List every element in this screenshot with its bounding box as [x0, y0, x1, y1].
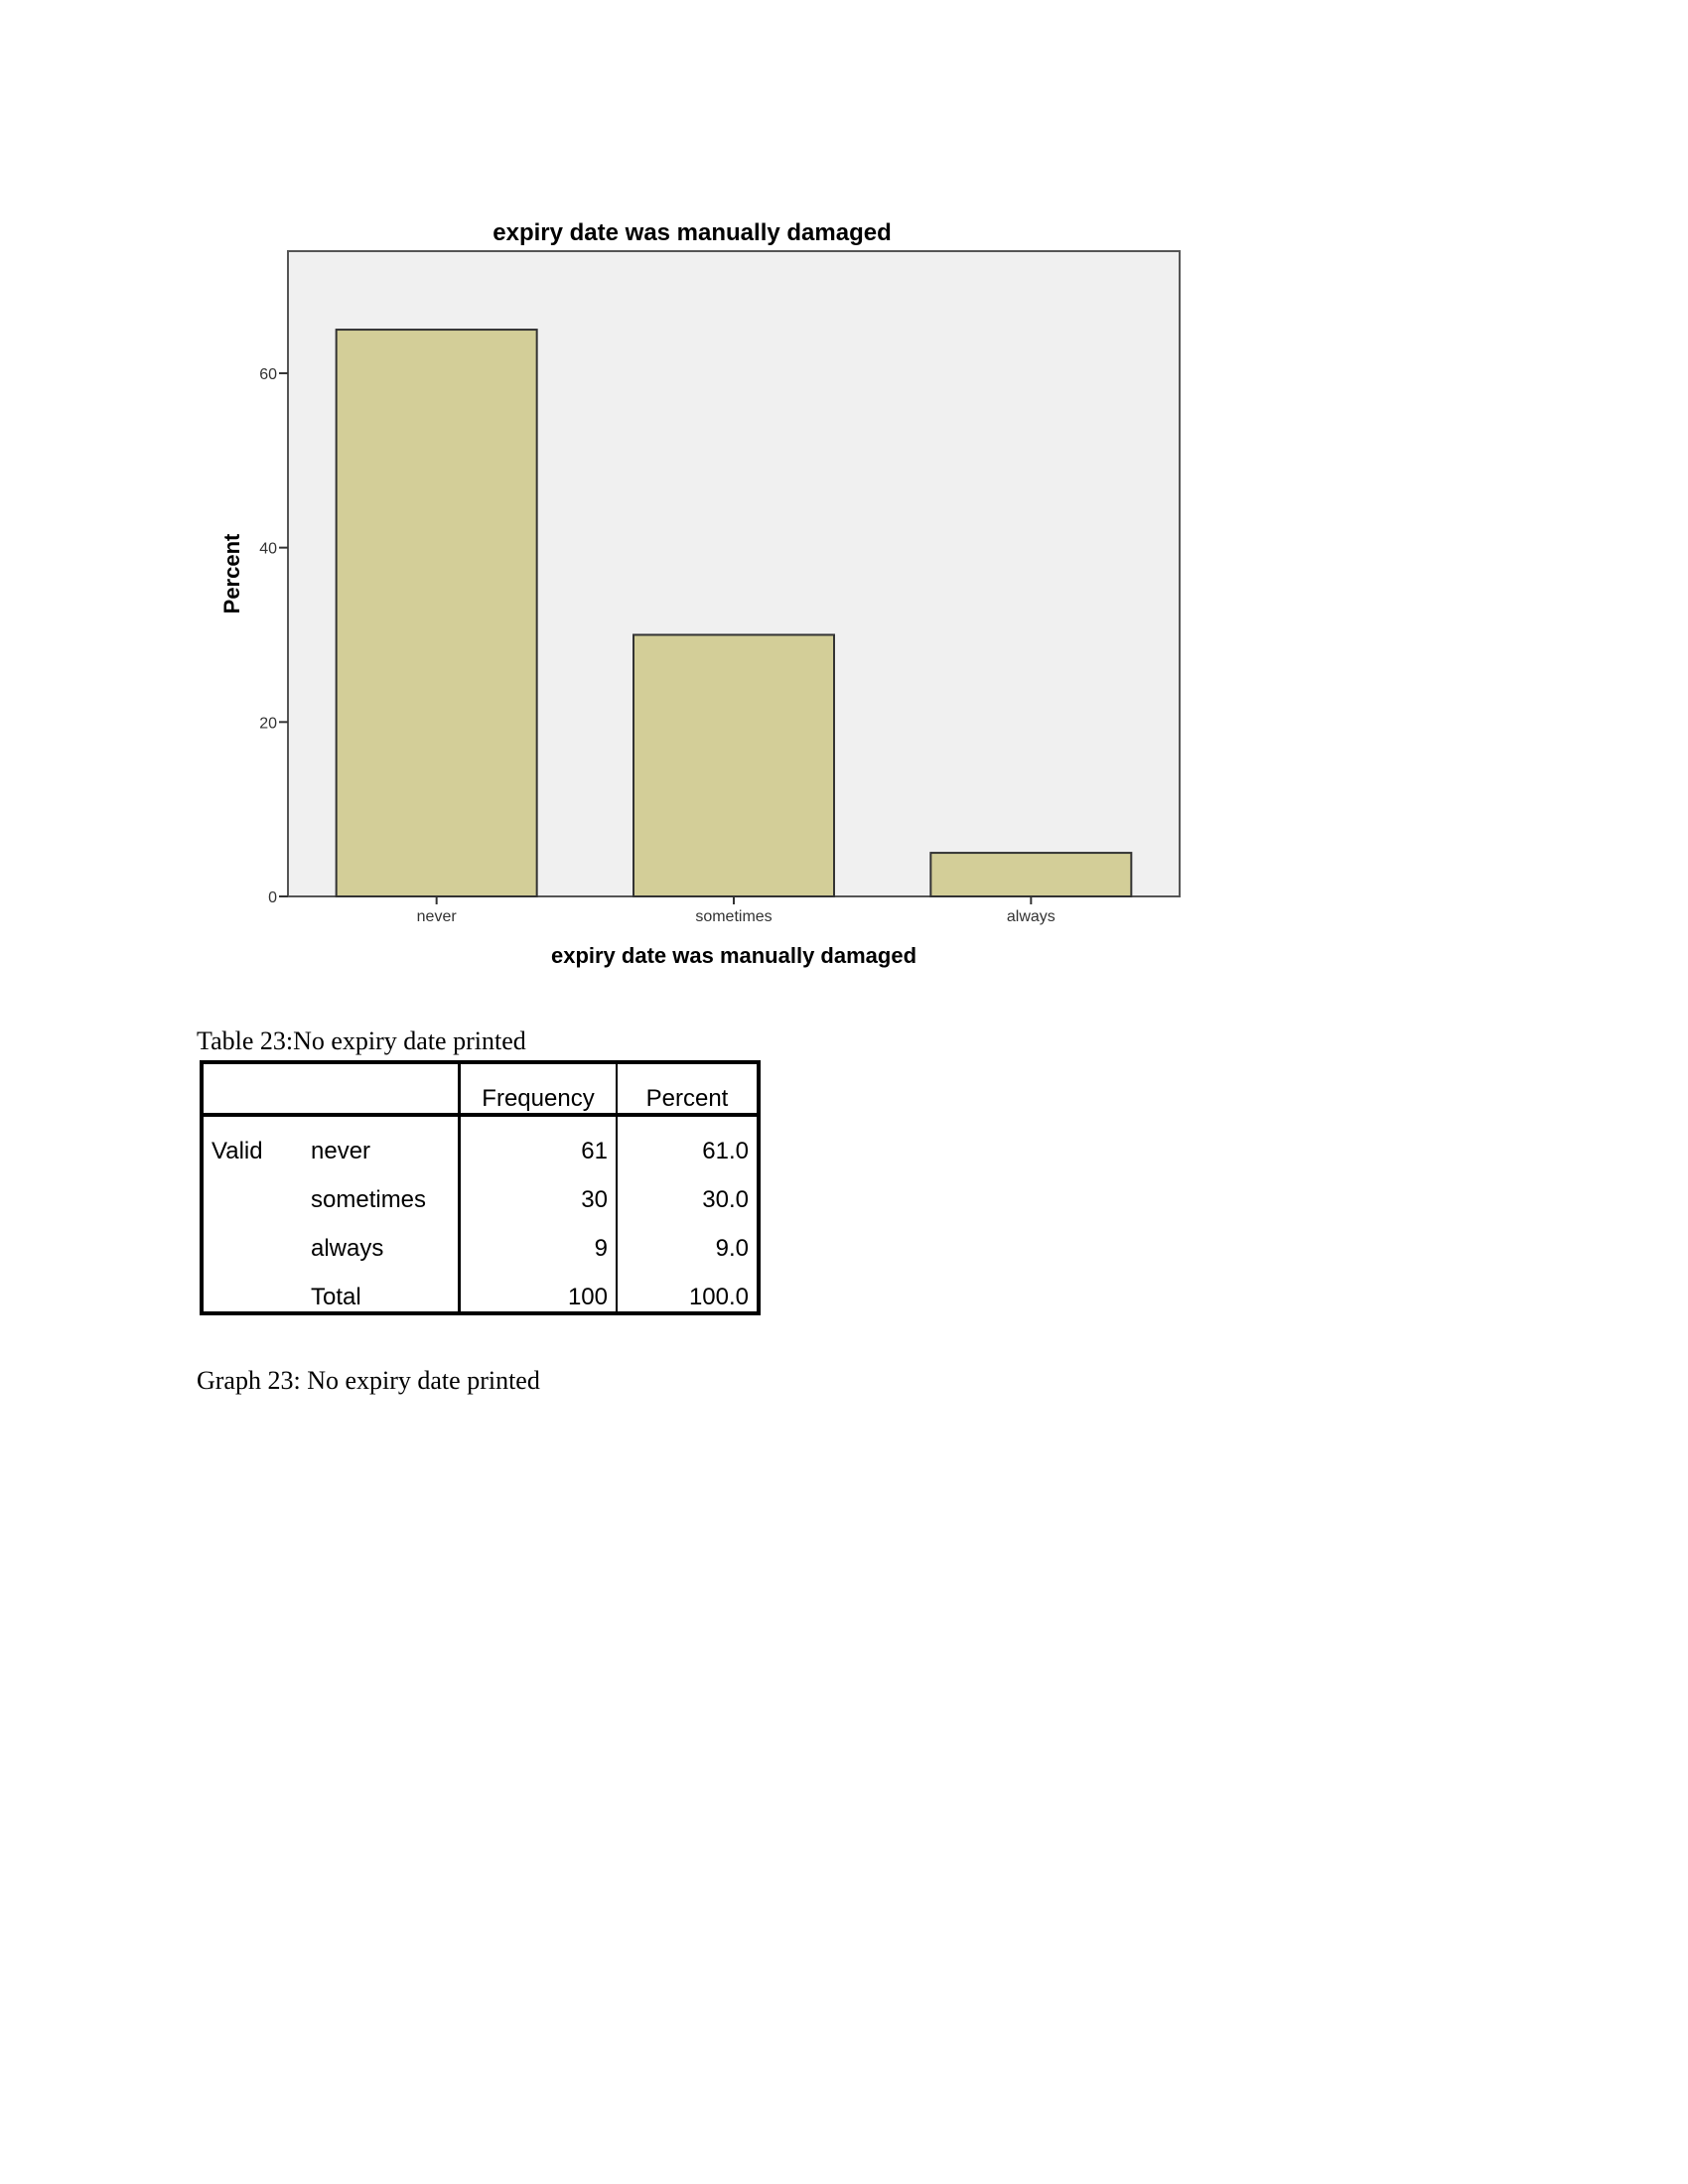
percent-cell: 9.0	[715, 1235, 749, 1262]
x-tick-label: never	[417, 908, 458, 925]
header-frequency: Frequency	[459, 1062, 618, 1115]
bar-sometimes	[633, 633, 835, 898]
row-label: always	[303, 1214, 461, 1263]
percent-cell: 30.0	[702, 1186, 749, 1213]
percent-cell: 61.0	[702, 1138, 749, 1164]
table-row: always 9 9.0	[202, 1214, 759, 1263]
frequency-cell: 9	[459, 1214, 618, 1263]
chart-title: expiry date was manually damaged	[492, 219, 892, 246]
row-label: never	[303, 1115, 461, 1165]
group-label: Valid	[211, 1138, 263, 1164]
bar-always	[929, 852, 1133, 897]
row-label: Total	[303, 1263, 461, 1313]
graph-caption: Graph 23: No expiry date printed	[197, 1366, 540, 1395]
y-axis-label: Percent	[219, 533, 244, 614]
frequency-cell: 61	[459, 1115, 618, 1165]
bar-never	[335, 329, 538, 897]
x-tick-label: always	[1007, 908, 1055, 925]
header-percent: Percent	[645, 1085, 729, 1112]
frequency-cell: 30	[459, 1165, 618, 1214]
table-header-row: Frequency Percent	[202, 1062, 759, 1115]
frequency-cell: 100	[459, 1263, 618, 1313]
y-tick-label: 0	[268, 889, 277, 906]
percent-cell: 100.0	[688, 1284, 749, 1310]
row-label: sometimes	[303, 1165, 461, 1214]
frequency-table: Frequency Percent Valid never 61 61.0 so…	[200, 1060, 761, 1315]
y-tick-label: 20	[259, 715, 277, 732]
y-tick-label: 60	[259, 366, 277, 383]
bar-chart: expiry date was manually damaged 0 20 40 60…	[219, 219, 1181, 968]
table-row-total: Total 100 100.0	[202, 1263, 759, 1313]
x-axis-label: expiry date was manually damaged	[551, 943, 916, 968]
table-row: Valid never 61 61.0	[202, 1115, 759, 1165]
table-row: sometimes 30 30.0	[202, 1165, 759, 1214]
y-tick-label: 40	[259, 541, 277, 558]
table-caption: Table 23:No expiry date printed	[197, 1026, 526, 1055]
x-tick-label: sometimes	[695, 908, 772, 925]
